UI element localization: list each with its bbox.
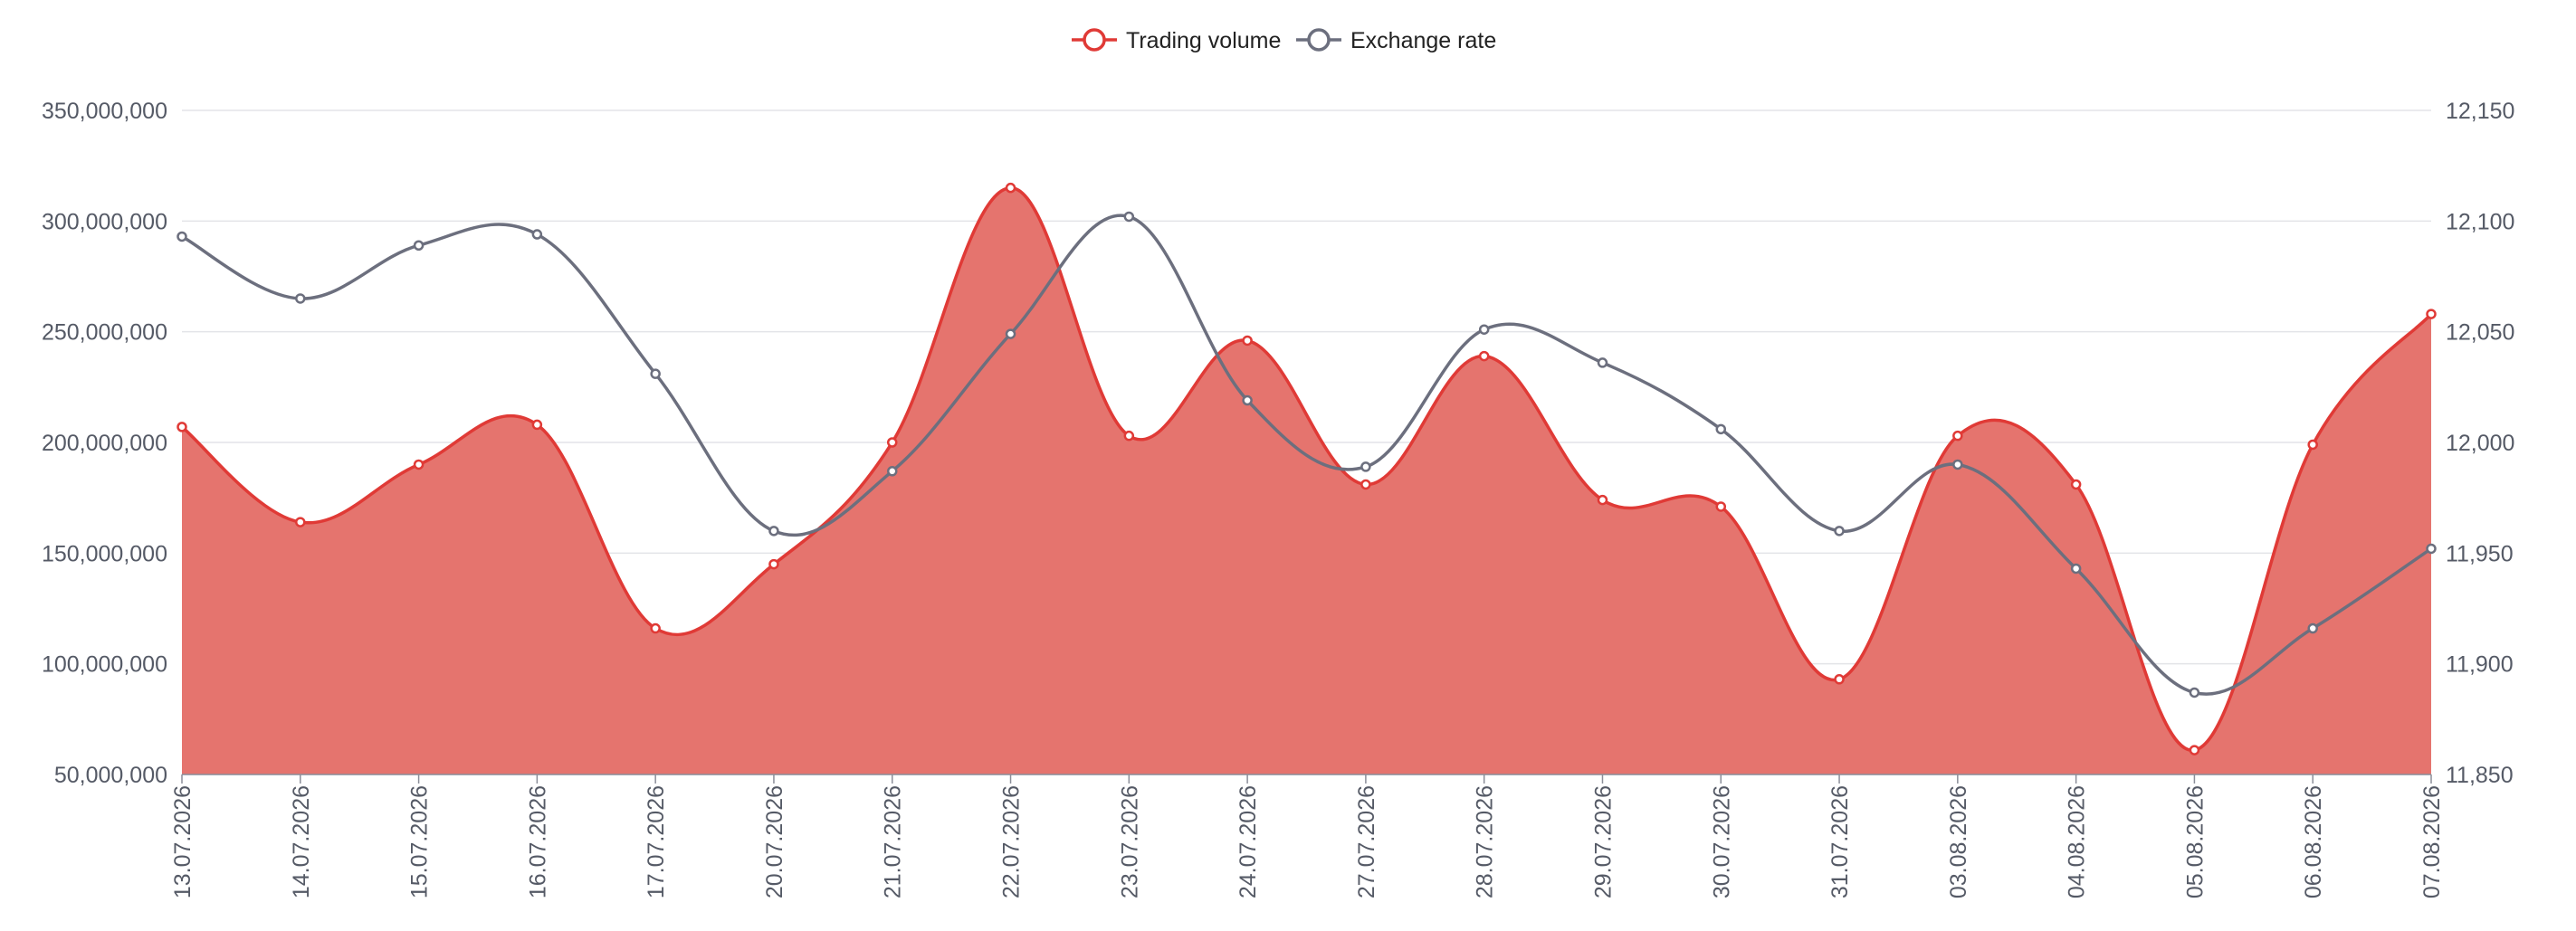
trading-volume-line	[180, 185, 2433, 752]
legend-item-exchange-rate[interactable]: Exchange rate	[1296, 28, 1496, 53]
trading-volume-point[interactable]	[650, 622, 661, 634]
axis-layer: 50,000,000 100,000,000 150,000,000 200,000,…	[42, 99, 2515, 898]
x-tick-label: 17.07.2026	[644, 785, 669, 898]
exchange-rate-point[interactable]	[768, 526, 779, 537]
trading-volume-point[interactable]	[1242, 335, 1253, 347]
trading-volume-point[interactable]	[2189, 745, 2200, 755]
y-right-tick-label: 11,950	[2446, 541, 2514, 566]
legend-label: Trading volume	[1126, 28, 1281, 53]
trading-volume-point[interactable]	[1478, 350, 1490, 362]
point-layer	[177, 182, 2437, 755]
exchange-rate-point[interactable]	[1123, 211, 1135, 223]
y-left-tick-label: 150,000,000	[42, 541, 167, 566]
x-tick-label: 23.07.2026	[1117, 785, 1142, 898]
y-left-tick-label: 350,000,000	[42, 99, 167, 124]
x-tick-label: 07.08.2026	[2419, 785, 2445, 898]
trading-volume-point[interactable]	[2426, 309, 2437, 319]
x-tick-label: 22.07.2026	[999, 785, 1025, 898]
exchange-rate-point[interactable]	[2189, 687, 2200, 698]
x-tick-label: 04.08.2026	[2065, 785, 2090, 898]
x-tick-label: 03.08.2026	[1946, 785, 1971, 898]
y-left-tick-label: 250,000,000	[42, 320, 167, 346]
x-tick-label: 28.07.2026	[1473, 785, 1498, 898]
exchange-rate-point[interactable]	[1834, 526, 1845, 537]
x-tick-label: 31.07.2026	[1827, 785, 1853, 898]
exchange-rate-point[interactable]	[1478, 324, 1490, 335]
trading-volume-area	[182, 187, 2431, 774]
x-tick-label: 27.07.2026	[1354, 785, 1379, 898]
legend-label: Exchange rate	[1350, 28, 1496, 53]
trading-volume-point[interactable]	[886, 437, 898, 448]
x-tick-label: 15.07.2026	[407, 785, 433, 898]
x-tick-label: 06.08.2026	[2301, 785, 2326, 898]
trading-volume-point[interactable]	[1005, 182, 1016, 194]
trading-volume-point[interactable]	[1360, 479, 1371, 490]
y-left-tick-label: 50,000,000	[54, 763, 167, 788]
trading-volume-point[interactable]	[2070, 479, 2082, 490]
exchange-rate-point[interactable]	[1597, 357, 1608, 368]
trading-volume-point[interactable]	[1834, 674, 1845, 685]
legend[interactable]: Trading volume Exchange rate	[1072, 28, 1496, 53]
y-right-tick-label: 11,850	[2446, 763, 2514, 788]
exchange-rate-point[interactable]	[886, 466, 898, 477]
exchange-rate-point[interactable]	[1005, 328, 1016, 339]
x-tick-label: 24.07.2026	[1236, 785, 1261, 898]
trading-volume-point[interactable]	[1952, 430, 1963, 442]
trading-volume-point[interactable]	[1123, 430, 1135, 442]
trading-volume-point[interactable]	[1597, 494, 1608, 506]
exchange-rate-point[interactable]	[177, 231, 187, 242]
y-left-tick-label: 300,000,000	[42, 209, 167, 234]
trading-volume-point[interactable]	[1715, 501, 1727, 512]
area-layer	[182, 187, 2431, 774]
legend-marker-icon	[1083, 28, 1106, 52]
trading-volume-point[interactable]	[2307, 439, 2318, 451]
exchange-rate-line	[181, 214, 2432, 696]
y-right-tick-label: 12,150	[2446, 99, 2514, 124]
exchange-rate-point[interactable]	[1242, 394, 1253, 406]
exchange-rate-point[interactable]	[2426, 543, 2437, 555]
exchange-rate-point[interactable]	[2070, 563, 2082, 575]
y-left-tick-label: 200,000,000	[42, 431, 167, 456]
exchange-rate-point[interactable]	[1715, 423, 1727, 435]
exchange-rate-point[interactable]	[413, 240, 425, 251]
trading-volume-point[interactable]	[295, 517, 306, 527]
y-left-tick-label: 100,000,000	[42, 652, 167, 678]
trading-volume-point[interactable]	[177, 422, 187, 432]
trading-volume-point[interactable]	[413, 459, 425, 470]
x-tick-label: 16.07.2026	[525, 785, 550, 898]
y-right-tick-label: 12,050	[2446, 320, 2514, 346]
y-right-tick-label: 11,900	[2446, 652, 2514, 678]
y-right-tick-label: 12,000	[2446, 431, 2514, 456]
legend-item-trading-volume[interactable]: Trading volume	[1072, 28, 1281, 53]
x-tick-label: 21.07.2026	[881, 785, 906, 898]
x-tick-label: 30.07.2026	[1709, 785, 1734, 898]
exchange-rate-point[interactable]	[531, 229, 543, 240]
legend-marker-icon	[1307, 28, 1331, 52]
x-tick-label: 29.07.2026	[1590, 785, 1616, 898]
trading-volume-point[interactable]	[768, 558, 779, 570]
exchange-rate-point[interactable]	[650, 368, 661, 379]
x-tick-label: 14.07.2026	[289, 785, 314, 898]
x-tick-label: 20.07.2026	[762, 785, 787, 898]
y-right-tick-label: 12,100	[2446, 209, 2514, 234]
x-tick-label: 05.08.2026	[2182, 785, 2208, 898]
exchange-rate-point[interactable]	[1952, 459, 1963, 470]
exchange-rate-point[interactable]	[295, 293, 306, 304]
x-tick-label: 13.07.2026	[170, 785, 196, 898]
exchange-rate-point[interactable]	[2307, 622, 2318, 634]
exchange-rate-point[interactable]	[1360, 461, 1371, 472]
line-layer	[180, 185, 2433, 752]
trading-volume-point[interactable]	[531, 419, 543, 431]
